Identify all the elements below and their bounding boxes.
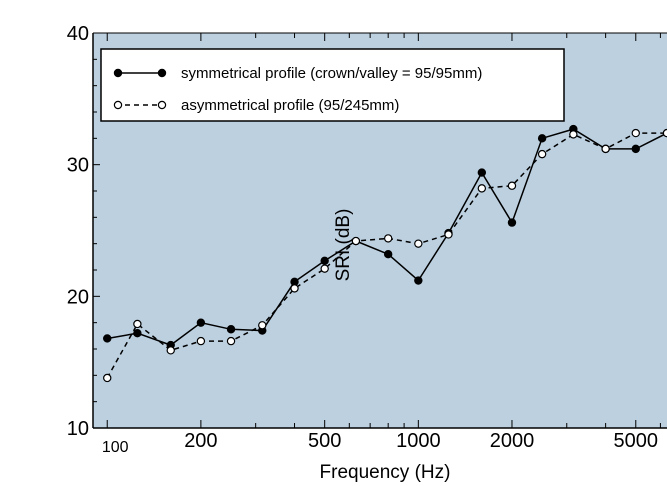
x-axis-title: Frequency (Hz) bbox=[320, 462, 451, 483]
data-point bbox=[196, 318, 206, 327]
data-point bbox=[631, 128, 640, 138]
data-point bbox=[166, 346, 175, 355]
legend-box bbox=[100, 48, 565, 122]
data-point bbox=[320, 256, 329, 265]
data-point bbox=[569, 130, 578, 139]
legend-marker-symmetrical bbox=[157, 68, 167, 78]
data-point bbox=[507, 218, 517, 227]
data-point bbox=[537, 149, 547, 159]
data-point bbox=[537, 134, 547, 143]
y-tick-label: 30 bbox=[67, 155, 89, 177]
data-point bbox=[226, 325, 236, 334]
data-point bbox=[103, 334, 112, 343]
data-point bbox=[414, 239, 423, 248]
data-point bbox=[631, 144, 640, 154]
data-point bbox=[133, 319, 142, 329]
data-point bbox=[351, 236, 361, 246]
x-tick-label: 5000 bbox=[614, 430, 659, 452]
data-point bbox=[103, 373, 112, 383]
data-point bbox=[258, 321, 267, 330]
data-point bbox=[601, 144, 610, 154]
data-point bbox=[477, 184, 487, 193]
legend-marker-asymmetrical bbox=[157, 100, 167, 110]
y-tick-label: 10 bbox=[67, 418, 89, 440]
data-point bbox=[507, 181, 517, 190]
data-point bbox=[444, 230, 453, 239]
x-tick-label: 200 bbox=[184, 430, 217, 452]
legend-label-symmetrical: symmetrical profile (crown/valley = 95/9… bbox=[181, 65, 482, 82]
data-point bbox=[383, 249, 393, 259]
series-asymmetrical bbox=[103, 128, 667, 383]
x-tick-label: 100 bbox=[102, 439, 129, 456]
data-point bbox=[196, 336, 206, 346]
legend-marker-asymmetrical bbox=[113, 100, 123, 110]
x-tick-label: 2000 bbox=[490, 430, 535, 452]
data-point bbox=[133, 329, 142, 338]
legend-marker-symmetrical bbox=[113, 68, 123, 78]
x-tick-label: 1000 bbox=[396, 430, 441, 452]
y-axis-title: SRI (dB) bbox=[333, 209, 354, 282]
data-point bbox=[414, 276, 423, 285]
y-tick-label: 20 bbox=[67, 286, 89, 308]
y-tick-label: 40 bbox=[67, 23, 89, 45]
data-point bbox=[662, 128, 667, 138]
data-point bbox=[383, 234, 393, 243]
legend-label-asymmetrical: asymmetrical profile (95/245mm) bbox=[181, 97, 399, 114]
data-point bbox=[320, 264, 329, 273]
data-point bbox=[290, 284, 299, 293]
data-point bbox=[477, 168, 487, 177]
x-tick-label: 500 bbox=[308, 430, 341, 452]
data-point bbox=[226, 336, 236, 346]
